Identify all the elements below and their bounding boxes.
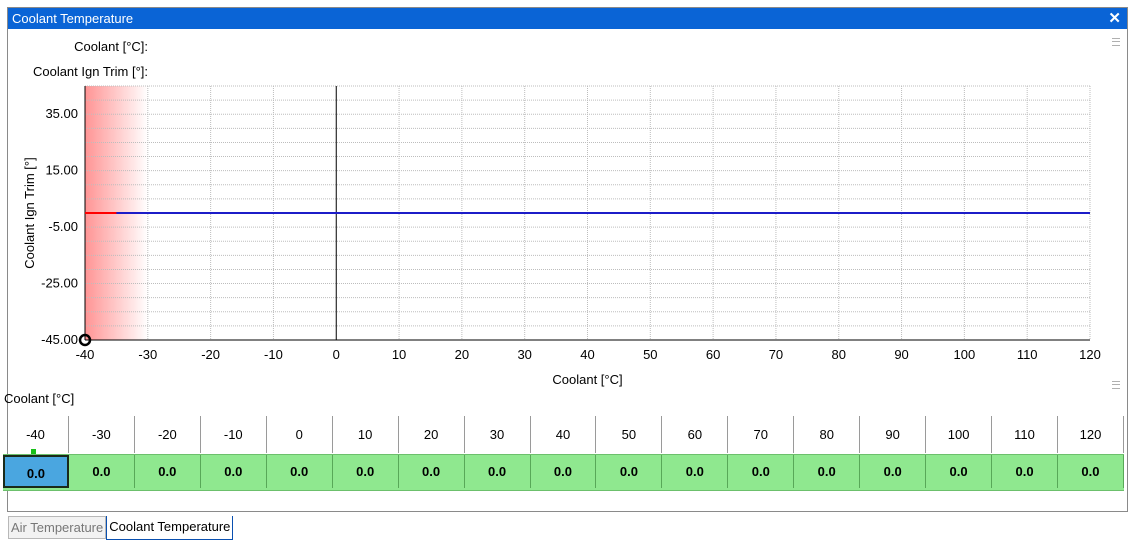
x-tick-label: 30 [517,347,531,362]
ign-trim-readout-label: Coolant Ign Trim [°]: [32,64,148,79]
table-header-cell: 0 [267,416,333,453]
table-value-cell[interactable]: 0.0 [201,455,267,488]
x-tick-label: 70 [769,347,783,362]
table-header-cell: -40 [3,416,69,453]
table-value-cell-selected[interactable]: 0.0 [3,455,69,488]
y-tick-label: 35.00 [45,106,78,121]
table-value-cell[interactable]: 0.0 [1058,455,1124,488]
table-value-cell[interactable]: 0.0 [728,455,795,488]
y-tick-label: -45.00 [41,332,78,347]
coolant-readout-label: Coolant [°C]: [74,39,148,54]
coolant-temperature-window: Coolant Temperature ✕ Coolant [°C]: Cool… [7,7,1128,512]
x-tick-label: -20 [201,347,220,362]
table-header-cell: 80 [794,416,861,453]
y-tick-label: -5.00 [48,219,78,234]
x-tick-label: 20 [455,347,469,362]
x-tick-label: 40 [580,347,594,362]
table-header-cell: 70 [728,416,795,453]
table-value-row: 0.0 0.0 0.0 0.0 0.0 0.0 0.0 0.0 0.0 0.0 0.0 0.0 0.0 0… [3,454,1124,491]
table-value-cell[interactable]: 0.0 [135,455,201,488]
x-tick-label: 0 [333,347,340,362]
table-header-cell: 90 [860,416,927,453]
table-value-cell[interactable]: 0.0 [531,455,597,488]
table-header-cell: 10 [333,416,399,453]
close-icon[interactable]: ✕ [1108,10,1121,27]
table-header-cell: 100 [926,416,993,453]
x-tick-label: -30 [138,347,157,362]
x-tick-label: 90 [894,347,908,362]
table-value-cell[interactable]: 0.0 [992,455,1058,488]
table-value-cell[interactable]: 0.0 [860,455,927,488]
table-header-cell: 50 [596,416,663,453]
table-value-cell[interactable]: 0.0 [662,455,729,488]
window-titlebar: Coolant Temperature ✕ [8,8,1127,29]
table-value-cell[interactable]: 0.0 [596,455,663,488]
table-value-cell[interactable]: 0.0 [399,455,465,488]
table-value-cell[interactable]: 0.0 [69,455,135,488]
cursor-point-marker[interactable] [78,333,92,347]
table-value-cell[interactable]: 0.0 [333,455,399,488]
x-axis-label: Coolant [°C] [552,372,622,387]
tab-air-temperature[interactable]: Air Temperature [8,516,107,539]
table-header-cell: 60 [662,416,729,453]
y-axis-label: Coolant Ign Trim [°] [22,157,37,268]
chart-scroll-grip-top-icon[interactable] [1112,38,1120,46]
table-header-cell: 110 [992,416,1058,453]
y-tick-label: -25.00 [41,276,78,291]
current-cell-marker [31,449,36,454]
x-tick-label: 10 [392,347,406,362]
y-tick-label: 15.00 [45,163,78,178]
table-axis-caption: Coolant [°C] [4,391,75,406]
table-header-cell: 30 [465,416,531,453]
table-header-row: -40 -30 -20 -10 0 10 20 30 40 50 60 70 80 90 100 110 120 [3,416,1124,453]
table-header-cell: -30 [69,416,135,453]
window-title: Coolant Temperature [12,11,134,26]
x-tick-label: 120 [1079,347,1101,362]
table-header-cell: 20 [399,416,465,453]
x-tick-label: 80 [832,347,846,362]
table-header-cell: 40 [531,416,597,453]
coolant-ign-trim-chart[interactable]: 35.00 15.00 -5.00 -25.00 -45.00-40 -30 -20 -10 0… [0,0,1135,395]
table-value-cell[interactable]: 0.0 [465,455,531,488]
tab-coolant-temperature[interactable]: Coolant Temperature [106,516,234,540]
x-tick-label: -10 [264,347,283,362]
chart-scroll-grip-bottom-icon[interactable] [1112,381,1120,389]
table-header-cell: -10 [201,416,267,453]
x-tick-label: 50 [643,347,657,362]
table-header-cell: 120 [1058,416,1124,453]
x-tick-label: 60 [706,347,720,362]
x-tick-label: -40 [76,347,95,362]
table-value-cell[interactable]: 0.0 [267,455,333,488]
table-value-cell[interactable]: 0.0 [794,455,861,488]
x-tick-label: 100 [954,347,976,362]
table-header-cell: -20 [135,416,201,453]
tab-strip: Air Temperature Coolant Temperature [8,516,234,540]
table-value-cell[interactable]: 0.0 [926,455,993,488]
x-tick-label: 110 [1017,347,1038,362]
